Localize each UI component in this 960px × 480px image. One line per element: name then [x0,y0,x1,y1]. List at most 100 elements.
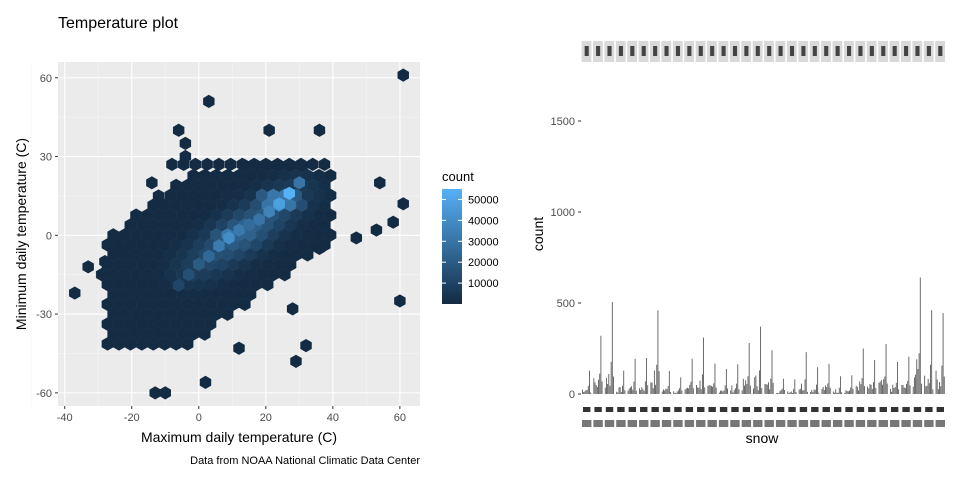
histogram-bar [673,391,675,394]
legend-ticks: 10000 20000 30000 40000 50000 [442,194,499,290]
facet-strip-label [858,46,863,56]
histogram-bar [685,388,687,394]
histogram-bar [915,374,917,394]
histogram-bar [907,380,909,394]
x-tick-label-right [604,420,615,427]
histogram-bar [703,337,704,394]
hex-point [273,197,285,211]
x-tick-label-right [833,407,842,412]
x-tick-label-right [867,420,877,427]
histogram-bar [822,386,824,394]
histogram-bars [582,277,945,394]
histogram-bar [590,392,592,394]
histogram-bar [667,385,669,394]
histogram-bar [930,364,931,394]
histogram-bar [912,386,914,394]
histogram-bar [670,392,671,394]
hex-point [203,249,215,263]
histogram-bar [919,277,921,394]
histogram-bar [633,381,635,394]
hex-point [172,123,185,137]
histogram-bar [718,392,720,394]
histogram-bar [732,392,734,394]
histogram-bar [788,393,790,394]
histogram-bar [688,388,690,394]
histogram-bar [663,389,664,394]
histogram-bar [623,370,625,394]
histogram-bar [784,390,786,394]
histogram-bar [631,386,633,394]
histogram-bar [940,386,942,394]
facet-strip-label [755,46,760,56]
hexbin-cells [69,68,409,400]
histogram-bar [884,376,886,394]
histogram-bar [856,386,858,394]
hex-cell [278,267,291,282]
facet-strip-label [801,46,806,56]
hex-point [179,149,192,164]
histogram-bar [744,385,745,394]
x-tick-label-right [788,407,796,412]
histogram-bar [665,388,667,394]
histogram-bar [713,383,715,394]
histogram-bar [810,392,812,394]
histogram-bar [862,348,864,394]
hex-cell [166,157,178,172]
hex-point [69,286,81,300]
x-tick-label-right [753,420,763,427]
histogram-bar [647,385,649,394]
histogram-bar [879,381,881,394]
histogram-bar [748,343,750,394]
histogram-bar [657,310,659,394]
facet-strip-label [892,46,897,56]
histogram-bar [936,379,938,394]
histogram-bar [586,389,588,394]
hex-point [253,212,265,227]
hex-point [313,123,326,137]
histogram-bar [593,378,595,394]
histogram-bar [666,389,668,394]
hex-cell [224,157,237,172]
histogram-bar [926,385,928,394]
legend-tick-label: 20000 [468,257,499,269]
hex-point [374,176,386,190]
hex-point [300,339,312,353]
histogram-bar [875,388,877,394]
histogram-bar [651,382,653,394]
x-tick-label-right [582,420,592,427]
histogram-bar [679,388,681,394]
histogram-bar [712,386,714,394]
histogram-bar [814,389,816,394]
y-axis-ticks-right: 0 500 1000 1500 [551,116,581,401]
histogram-bar [870,384,872,394]
histogram-bar [766,384,768,394]
x-tick-label-right [742,407,751,412]
histogram-bar [681,390,683,394]
histogram-bar [676,391,678,394]
histogram-bar [611,302,613,394]
x-tick-label-right [731,407,739,412]
x-tick-label-right [685,407,694,412]
x-tick-label-right [754,407,762,412]
y-tick-label-right: 1500 [551,116,575,128]
x-tick-label-right [856,407,865,412]
histogram-bar [628,388,630,394]
histogram-bar [790,391,792,394]
hex-point [283,186,295,200]
legend-tick-label: 10000 [468,278,499,290]
hex-point [193,257,205,271]
x-tick-label-right [673,420,683,427]
histogram-bar [607,384,609,394]
histogram-bar [761,388,763,394]
histogram-bar [690,381,692,394]
histogram-bar [619,387,621,394]
histogram-bar [937,389,939,394]
hex-cell [213,157,225,172]
hex-cell [238,297,251,312]
histogram-bar [861,378,863,394]
x-tick-label-right [798,420,809,427]
histogram-bar [650,382,652,394]
histogram-bar [609,385,611,394]
histogram-bar [731,385,733,394]
x-tick-label-right [889,420,900,427]
